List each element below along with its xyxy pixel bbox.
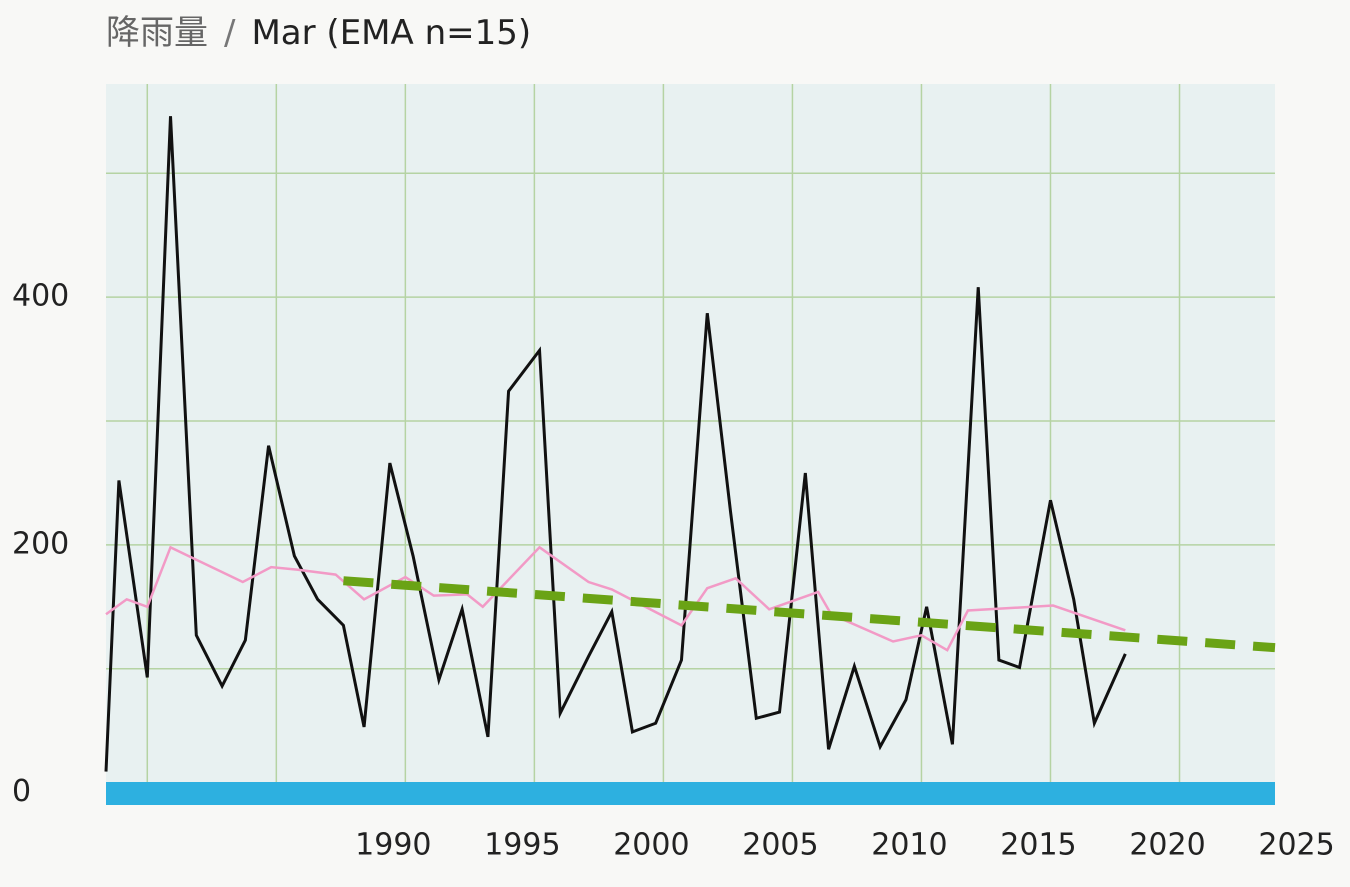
x-tick-label: 2005 [742, 828, 818, 863]
chart-subtitle: Mar (EMA n=15) [251, 13, 531, 53]
grid [106, 84, 1275, 805]
title-separator: / [224, 13, 236, 53]
series-line [343, 576, 1276, 653]
y-tick-label: 400 [12, 279, 69, 314]
x-tick-label: 2015 [1000, 828, 1076, 863]
x-tick-label: 2020 [1129, 828, 1205, 863]
x-tick-label: 1995 [484, 828, 560, 863]
y-tick-label: 200 [12, 526, 69, 561]
x-tick-label: 1990 [355, 828, 431, 863]
lines [104, 116, 1276, 772]
y-tick-label: 0 [12, 774, 31, 809]
series-line [105, 545, 1126, 652]
x-tick-label: 2000 [613, 828, 689, 863]
plot-area [106, 84, 1275, 805]
series-line [104, 116, 1127, 772]
chart-title-group: 降雨量 / Mar (EMA n=15) [106, 13, 531, 53]
chart-title: 降雨量 [106, 13, 208, 53]
x-tick-label: 2025 [1258, 828, 1334, 863]
x-tick-label: 2010 [871, 828, 947, 863]
baseline-band [106, 782, 1275, 805]
